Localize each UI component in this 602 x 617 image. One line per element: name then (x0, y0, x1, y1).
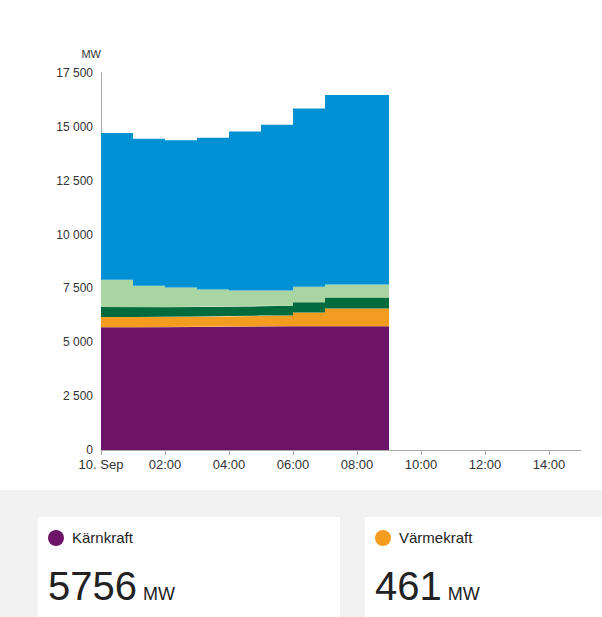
svg-text:0: 0 (86, 443, 93, 457)
svg-text:10 000: 10 000 (56, 228, 93, 242)
svg-text:17 500: 17 500 (56, 66, 93, 80)
html-text:461: 461 (375, 564, 442, 608)
svg-text:2 500: 2 500 (63, 389, 93, 403)
svg-text:15 000: 15 000 (56, 120, 93, 134)
html-text:Värmekraft: Värmekraft (399, 529, 473, 546)
html-text:5756: 5756 (48, 564, 137, 608)
svg-text:5 000: 5 000 (63, 335, 93, 349)
svg-text:14:00: 14:00 (533, 457, 566, 472)
svg-text:12 500: 12 500 (56, 174, 93, 188)
svg-text:MW: MW (81, 48, 101, 60)
html-text:MW: MW (143, 584, 175, 604)
svg-text:12:00: 12:00 (469, 457, 502, 472)
svg-text:04:00: 04:00 (213, 457, 246, 472)
html-text:Kärnkraft: Kärnkraft (72, 529, 133, 546)
svg-text:10. Sep: 10. Sep (79, 457, 124, 472)
svg-text:10:00: 10:00 (405, 457, 438, 472)
html-text:MW: MW (447, 584, 480, 604)
svg-text:7 500: 7 500 (63, 281, 93, 295)
svg-text:08:00: 08:00 (341, 457, 374, 472)
svg-text:06:00: 06:00 (277, 457, 310, 472)
svg-text:02:00: 02:00 (149, 457, 182, 472)
